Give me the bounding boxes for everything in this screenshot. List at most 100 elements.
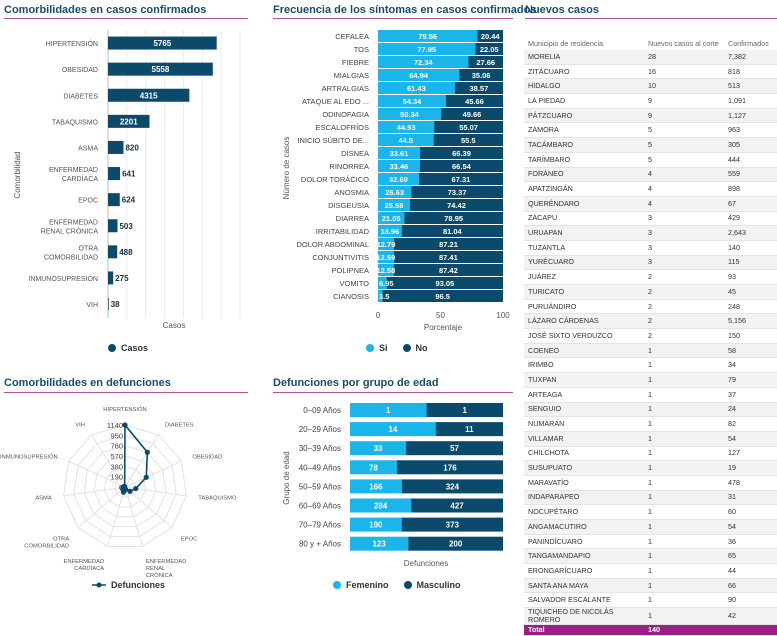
table-row[interactable]: ZACAPU 3 429 <box>524 211 777 227</box>
table-row[interactable]: JUÁREZ 2 93 <box>524 269 777 285</box>
table-row[interactable]: URUAPAN 3 2,643 <box>524 225 777 241</box>
bar-no[interactable] <box>409 199 503 211</box>
header-municipio[interactable]: Municipio de residencia <box>528 39 604 48</box>
bar[interactable] <box>108 219 118 233</box>
bar-no[interactable] <box>477 30 503 42</box>
table-row[interactable]: MARAVATÍO 1 478 <box>524 475 777 491</box>
bar-no[interactable] <box>404 212 503 224</box>
bar-si[interactable] <box>378 212 405 224</box>
bar-no[interactable] <box>468 56 503 68</box>
bar-femenino[interactable] <box>350 441 407 456</box>
bar-si[interactable] <box>378 290 383 302</box>
bar-no[interactable] <box>434 121 503 133</box>
bar-si[interactable] <box>378 30 478 42</box>
table-row[interactable]: MORELIA 28 7,382 <box>524 50 777 65</box>
table-row[interactable]: TIQUICHEO DE NICOLÁS ROMERO 1 42 <box>524 607 777 626</box>
bar-no[interactable] <box>401 225 503 237</box>
bar-no[interactable] <box>386 277 503 289</box>
bar-si[interactable] <box>378 173 419 185</box>
bar-femenino[interactable] <box>350 403 427 417</box>
bar-no[interactable] <box>454 82 503 94</box>
bar-no[interactable] <box>475 43 503 55</box>
table-row[interactable]: TUZANTLA 3 140 <box>524 240 777 256</box>
bar-no[interactable] <box>419 160 503 172</box>
bar[interactable] <box>108 62 213 76</box>
header-confirmados[interactable]: Confirmados <box>728 39 769 48</box>
bar-si[interactable] <box>378 264 394 276</box>
table-row[interactable]: ERONGARÍCUARO 1 44 <box>524 563 777 579</box>
bar-masculino[interactable] <box>396 460 503 475</box>
radar-point[interactable] <box>122 483 128 490</box>
bar-femenino[interactable] <box>350 422 436 437</box>
table-row[interactable]: JOSÉ SIXTO VERDUZCO 2 150 <box>524 328 777 344</box>
table-row[interactable]: APATZINGÁN 4 898 <box>524 181 777 197</box>
table-row[interactable]: FORÁNEO 4 559 <box>524 167 777 183</box>
bar-si[interactable] <box>378 277 387 289</box>
bar-masculino[interactable] <box>406 441 503 456</box>
table-row[interactable]: PANINDÍCUARO 1 36 <box>524 534 777 550</box>
table-row[interactable]: PURUÁNDIRO 2 248 <box>524 299 777 315</box>
table-row[interactable]: ARTEAGA 1 37 <box>524 387 777 403</box>
bar-si[interactable] <box>378 147 421 159</box>
table-row[interactable]: TUXPAN 1 79 <box>524 372 777 388</box>
table-row[interactable]: ZITÁCUARO 16 818 <box>524 64 777 80</box>
table-row[interactable]: INDAPARAPEO 1 31 <box>524 490 777 506</box>
bar-no[interactable] <box>445 95 503 107</box>
table-row[interactable]: LA PIEDAD 9 1,091 <box>524 93 777 109</box>
bar-si[interactable] <box>378 95 446 107</box>
bar[interactable] <box>108 114 150 128</box>
bar-femenino[interactable] <box>350 498 412 513</box>
bar-masculino[interactable] <box>408 536 503 551</box>
table-row[interactable]: COENEO 1 58 <box>524 343 777 359</box>
table-row[interactable]: TANGAMANDAPIO 1 65 <box>524 548 777 565</box>
bar-no[interactable] <box>433 134 503 146</box>
bar-no[interactable] <box>418 173 503 185</box>
bar-no[interactable] <box>459 69 503 81</box>
bar-si[interactable] <box>378 199 410 211</box>
bar[interactable] <box>108 167 121 181</box>
bar-masculino[interactable] <box>401 517 503 532</box>
table-row[interactable]: SUSUPUATO 1 19 <box>524 460 777 476</box>
table-row[interactable]: SENGUIO 1 24 <box>524 402 777 418</box>
table-row[interactable]: TARÍMBARO 5 444 <box>524 152 777 168</box>
bar[interactable] <box>108 245 118 259</box>
table-row[interactable]: VILLAMAR 1 54 <box>524 431 777 447</box>
bar[interactable] <box>108 297 109 311</box>
bar-si[interactable] <box>378 108 441 120</box>
bar-si[interactable] <box>378 186 412 198</box>
bar[interactable] <box>108 88 190 102</box>
bar-femenino[interactable] <box>350 536 409 551</box>
table-row[interactable]: PÁTZCUARO 9 1,127 <box>524 108 777 124</box>
bar-femenino[interactable] <box>350 517 402 532</box>
bar-si[interactable] <box>378 160 420 172</box>
table-row[interactable]: YURÉCUARO 3 115 <box>524 255 777 271</box>
bar-no[interactable] <box>393 238 503 250</box>
bar-si[interactable] <box>378 82 455 94</box>
table-row[interactable]: SALVADOR ESCALANTE 1 90 <box>524 592 777 609</box>
radar-point[interactable] <box>144 449 150 455</box>
bar-no[interactable] <box>393 264 503 276</box>
table-row[interactable]: TACÁMBARO 5 305 <box>524 137 777 153</box>
bar[interactable] <box>108 271 114 285</box>
table-row[interactable]: CHILCHOTA 1 127 <box>524 446 777 462</box>
bar-si[interactable] <box>378 251 394 263</box>
bar-si[interactable] <box>378 225 402 237</box>
table-row[interactable]: NOCUPÉTARO 1 60 <box>524 504 777 520</box>
bar[interactable] <box>108 140 124 154</box>
bar-si[interactable] <box>378 43 476 55</box>
table-row[interactable]: ZAMORA 5 963 <box>524 122 777 139</box>
bar-no[interactable] <box>420 147 503 159</box>
bar-masculino[interactable] <box>426 403 504 417</box>
bar-si[interactable] <box>378 238 394 250</box>
table-row[interactable]: SANTA ANA MAYA 1 66 <box>524 578 777 594</box>
bar[interactable] <box>108 36 217 50</box>
bar-si[interactable] <box>378 69 460 81</box>
table-row[interactable]: QUERÉNDARO 4 67 <box>524 196 777 212</box>
table-row[interactable]: TURICATO 2 45 <box>524 284 777 300</box>
bar-si[interactable] <box>378 121 435 133</box>
table-row[interactable]: HIDALGO 10 513 <box>524 78 777 95</box>
bar[interactable] <box>108 193 120 207</box>
bar-masculino[interactable] <box>435 422 503 437</box>
table-row[interactable]: IRIMBO 1 34 <box>524 357 777 374</box>
radar-point[interactable] <box>122 422 128 428</box>
